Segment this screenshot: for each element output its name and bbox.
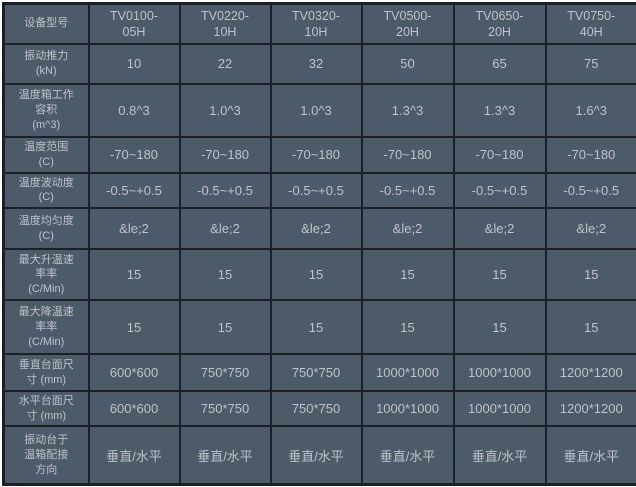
row-label-cell: 振动推力 (kN) [2,42,90,85]
spec-value-cell: 750*750 [178,353,272,392]
header-model-cell: TV0220- 10H [178,2,272,45]
spec-value-cell: 50 [360,42,455,85]
spec-value-cell: -70~180 [544,136,636,174]
spec-value-cell: 10 [87,42,181,85]
row-label-cell: 水平台面尺 寸 (mm) [2,389,90,428]
spec-value-cell: 22 [178,42,272,85]
spec-value-cell: 1200*1200 [544,353,636,392]
spec-value-cell: 垂直/水平 [87,425,181,486]
header-model-cell: TV0320- 10H [269,2,363,45]
header-label-equipment-model: 设备型号 [2,2,90,45]
spec-value-cell: 750*750 [269,353,363,392]
table-row: 振动台于 温箱配接 方向 垂直/水平 垂直/水平 垂直/水平 垂直/水平 垂直/水平 垂直/… [2,425,636,486]
table-row: 最大降温速 率率 (C/Min) 15 15 15 15 15 15 [2,299,636,356]
spec-value-cell: 15 [87,248,181,302]
row-label-cell: 温度均匀度 (C) [2,207,90,251]
table-row: 振动推力 (kN) 10 22 32 50 65 75 [2,42,636,85]
row-label-cell: 垂直台面尺 寸 (mm) [2,353,90,392]
table-row: 垂直台面尺 寸 (mm) 600*600 750*750 750*750 1000*10… [2,353,636,392]
spec-value-cell: 1000*1000 [452,389,547,428]
table-row: 温度均匀度 (C) &le;2 &le;2 &le;2 &le;2 &le;2 &le;2 [2,207,636,251]
row-label-cell: 温度范围 (C) [2,136,90,174]
spec-value-cell: -70~180 [269,136,363,174]
spec-value-cell: -0.5~+0.5 [544,171,636,210]
table-row: 温度波动度 (C) -0.5~+0.5 -0.5~+0.5 -0.5~+0.5 -0.5… [2,171,636,210]
spec-value-cell: 1.0^3 [269,82,363,139]
header-row: 设备型号 TV0100- 05H TV0220- 10H TV0320- 10H TV0… [2,2,636,45]
spec-value-cell: 垂直/水平 [178,425,272,486]
spec-value-cell: 15 [452,248,547,302]
row-label-cell: 最大降温速 率率 (C/Min) [2,299,90,356]
spec-value-cell: 1000*1000 [360,389,455,428]
header-model-cell: TV0100- 05H [87,2,181,45]
spec-value-cell: 垂直/水平 [269,425,363,486]
table-row: 水平台面尺 寸 (mm) 600*600 750*750 750*750 1000*10… [2,389,636,428]
spec-value-cell: &le;2 [87,207,181,251]
spec-value-cell: -70~180 [178,136,272,174]
spec-value-cell: 15 [360,299,455,356]
spec-value-cell: 15 [269,248,363,302]
spec-value-cell: 600*600 [87,389,181,428]
spec-value-cell: 15 [544,299,636,356]
spec-value-cell: 0.8^3 [87,82,181,139]
spec-value-cell: 1.0^3 [178,82,272,139]
spec-value-cell: 1000*1000 [360,353,455,392]
table-row: 最大升温速 率率 (C/Min) 15 15 15 15 15 15 [2,248,636,302]
row-label-cell: 温度箱工作 容积 (m^3) [2,82,90,139]
spec-value-cell: -0.5~+0.5 [269,171,363,210]
spec-value-cell: 1000*1000 [452,353,547,392]
header-model-cell: TV0500- 20H [360,2,455,45]
spec-value-cell: 750*750 [178,389,272,428]
spec-value-cell: -0.5~+0.5 [452,171,547,210]
spec-value-cell: 15 [360,248,455,302]
spec-value-cell: 垂直/水平 [452,425,547,486]
spec-value-cell: 32 [269,42,363,85]
spec-value-cell: 15 [269,299,363,356]
spec-value-cell: 1200*1200 [544,389,636,428]
spec-value-cell: 15 [178,248,272,302]
spec-value-cell: 15 [452,299,547,356]
spec-value-cell: &le;2 [360,207,455,251]
row-label-cell: 最大升温速 率率 (C/Min) [2,248,90,302]
spec-value-cell: 垂直/水平 [544,425,636,486]
spec-value-cell: -0.5~+0.5 [178,171,272,210]
row-label-cell: 振动台于 温箱配接 方向 [2,425,90,486]
table-row: 温度箱工作 容积 (m^3) 0.8^3 1.0^3 1.0^3 1.3^3 1.3^3 1… [2,82,636,139]
spec-value-cell: &le;2 [452,207,547,251]
spec-value-cell: 75 [544,42,636,85]
spec-value-cell: 600*600 [87,353,181,392]
spec-value-cell: -0.5~+0.5 [87,171,181,210]
spec-value-cell: -0.5~+0.5 [360,171,455,210]
spec-value-cell: 15 [87,299,181,356]
spec-value-cell: -70~180 [452,136,547,174]
spec-value-cell: 15 [178,299,272,356]
spec-value-cell: -70~180 [360,136,455,174]
spec-value-cell: 垂直/水平 [360,425,455,486]
spec-value-cell: 65 [452,42,547,85]
spec-value-cell: 15 [544,248,636,302]
table-row: 温度范围 (C) -70~180 -70~180 -70~180 -70~180 -70~… [2,136,636,174]
header-model-cell: TV0650- 20H [452,2,547,45]
spec-value-cell: &le;2 [178,207,272,251]
spec-value-cell: 750*750 [269,389,363,428]
spec-value-cell: 1.3^3 [452,82,547,139]
spec-value-cell: -70~180 [87,136,181,174]
spec-value-cell: &le;2 [544,207,636,251]
spec-value-cell: &le;2 [269,207,363,251]
row-label-cell: 温度波动度 (C) [2,171,90,210]
spec-value-cell: 1.6^3 [544,82,636,139]
header-model-cell: TV0750- 40H [544,2,636,45]
spec-value-cell: 1.3^3 [360,82,455,139]
